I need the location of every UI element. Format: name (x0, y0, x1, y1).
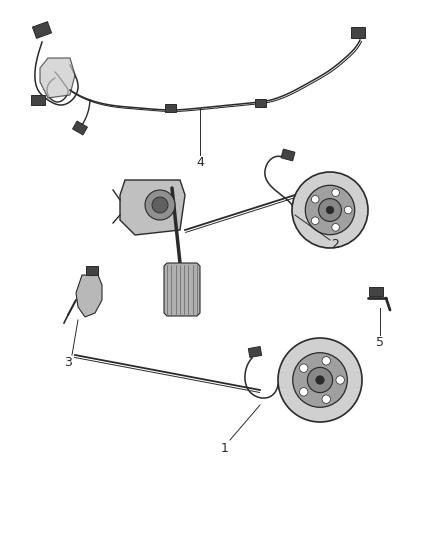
Circle shape (152, 197, 168, 213)
Text: 1: 1 (221, 441, 229, 455)
Circle shape (278, 338, 362, 422)
Circle shape (311, 196, 319, 203)
Circle shape (322, 395, 330, 403)
Circle shape (336, 376, 344, 384)
Circle shape (326, 206, 334, 214)
Text: 4: 4 (196, 156, 204, 168)
Text: 2: 2 (331, 238, 339, 251)
Circle shape (311, 217, 319, 224)
Bar (86, 265, 98, 274)
Bar (31, 95, 45, 105)
Bar (351, 27, 365, 37)
Circle shape (293, 353, 347, 407)
Circle shape (332, 189, 339, 197)
Bar (73, 121, 88, 135)
Circle shape (145, 190, 175, 220)
Polygon shape (76, 275, 102, 317)
Bar (254, 99, 265, 107)
Circle shape (322, 357, 330, 365)
Bar (281, 149, 295, 161)
Circle shape (300, 387, 308, 396)
Circle shape (292, 172, 368, 248)
Circle shape (307, 367, 332, 393)
Bar (248, 346, 261, 358)
Text: 5: 5 (376, 335, 384, 349)
Polygon shape (164, 263, 200, 316)
Bar (369, 287, 383, 295)
Text: 3: 3 (64, 356, 72, 368)
Circle shape (344, 206, 352, 214)
Polygon shape (40, 58, 75, 98)
Bar (32, 22, 52, 38)
Circle shape (332, 223, 339, 231)
Circle shape (318, 199, 341, 221)
Circle shape (305, 185, 355, 235)
Polygon shape (120, 180, 185, 235)
Circle shape (300, 364, 308, 373)
Circle shape (316, 376, 324, 384)
Bar (165, 104, 176, 112)
